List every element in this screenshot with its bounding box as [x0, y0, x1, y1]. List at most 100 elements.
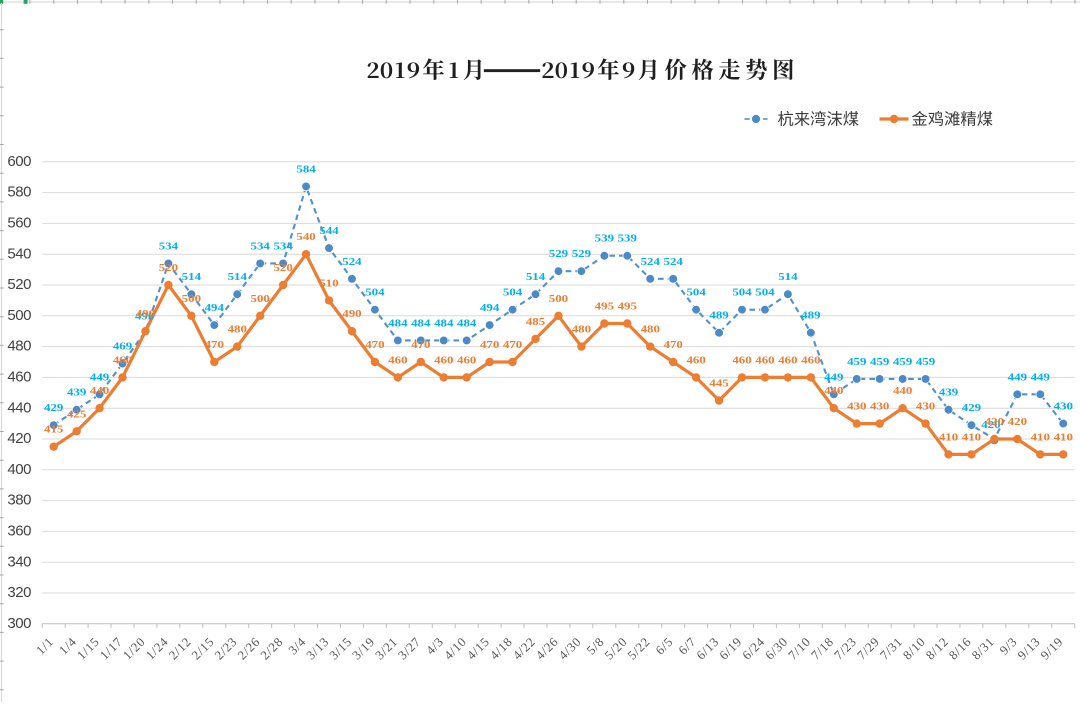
svg-text:495: 495 — [595, 301, 615, 312]
svg-text:500: 500 — [182, 293, 202, 304]
svg-text:430: 430 — [870, 401, 890, 412]
svg-text:470: 470 — [411, 339, 431, 350]
svg-text:580: 580 — [7, 184, 31, 201]
svg-text:470: 470 — [205, 339, 225, 350]
svg-text:504: 504 — [365, 287, 385, 298]
svg-text:429: 429 — [44, 402, 64, 413]
svg-text:470: 470 — [365, 339, 385, 350]
svg-text:584: 584 — [296, 164, 316, 175]
svg-text:449: 449 — [90, 371, 110, 382]
svg-text:400: 400 — [7, 461, 31, 478]
svg-text:524: 524 — [663, 256, 683, 267]
svg-text:410: 410 — [939, 432, 959, 443]
svg-text:489: 489 — [801, 310, 821, 321]
svg-text:430: 430 — [1054, 401, 1074, 412]
svg-text:480: 480 — [641, 324, 661, 335]
svg-text:484: 484 — [434, 318, 454, 329]
svg-text:510: 510 — [319, 278, 339, 289]
svg-text:480: 480 — [228, 324, 248, 335]
svg-text:520: 520 — [7, 276, 31, 293]
svg-text:420: 420 — [981, 419, 1001, 430]
svg-text:410: 410 — [1031, 432, 1051, 443]
svg-text:415: 415 — [44, 424, 64, 435]
svg-text:440: 440 — [90, 385, 110, 396]
svg-text:460: 460 — [7, 369, 31, 386]
svg-text:470: 470 — [663, 339, 683, 350]
svg-text:459: 459 — [916, 356, 936, 367]
svg-text:410: 410 — [1054, 432, 1074, 443]
svg-text:420: 420 — [985, 416, 1005, 427]
svg-text:514: 514 — [526, 271, 546, 282]
svg-text:429: 429 — [962, 402, 982, 413]
svg-text:445: 445 — [709, 378, 729, 389]
svg-text:490: 490 — [135, 311, 155, 322]
svg-text:449: 449 — [824, 371, 844, 382]
svg-text:484: 484 — [457, 318, 477, 329]
svg-text:480: 480 — [572, 324, 592, 335]
svg-text:494: 494 — [480, 302, 500, 313]
svg-text:460: 460 — [732, 355, 752, 366]
svg-text:500: 500 — [549, 293, 569, 304]
svg-text:490: 490 — [342, 308, 362, 319]
svg-text:484: 484 — [388, 318, 408, 329]
svg-text:439: 439 — [939, 387, 959, 398]
svg-text:500: 500 — [7, 307, 31, 324]
svg-text:600: 600 — [7, 153, 31, 170]
svg-text:489: 489 — [709, 310, 729, 321]
svg-text:300: 300 — [7, 615, 31, 632]
svg-text:529: 529 — [572, 248, 592, 259]
svg-text:560: 560 — [7, 215, 31, 232]
svg-text:504: 504 — [503, 287, 523, 298]
svg-text:524: 524 — [342, 256, 362, 267]
svg-text:410: 410 — [962, 432, 982, 443]
svg-text:534: 534 — [250, 241, 270, 252]
svg-text:440: 440 — [893, 385, 913, 396]
svg-text:460: 460 — [801, 355, 821, 366]
svg-text:504: 504 — [686, 287, 706, 298]
svg-text:494: 494 — [205, 302, 225, 313]
svg-text:500: 500 — [250, 293, 270, 304]
svg-text:529: 529 — [549, 248, 569, 259]
svg-text:340: 340 — [7, 553, 31, 570]
svg-text:514: 514 — [778, 271, 798, 282]
svg-text:440: 440 — [7, 399, 31, 416]
svg-text:425: 425 — [67, 408, 87, 419]
svg-text:449: 449 — [1031, 371, 1051, 382]
svg-text:539: 539 — [618, 233, 638, 244]
svg-text:534: 534 — [159, 241, 179, 252]
svg-text:504: 504 — [732, 287, 752, 298]
svg-text:540: 540 — [7, 245, 31, 262]
svg-text:320: 320 — [7, 584, 31, 601]
svg-text:420: 420 — [7, 430, 31, 447]
svg-text:534: 534 — [273, 241, 293, 252]
svg-text:540: 540 — [296, 231, 316, 242]
svg-text:460: 460 — [755, 355, 775, 366]
svg-text:430: 430 — [847, 401, 867, 412]
svg-text:460: 460 — [434, 355, 454, 366]
svg-text:460: 460 — [686, 355, 706, 366]
svg-text:460: 460 — [113, 355, 133, 366]
svg-text:469: 469 — [113, 341, 133, 352]
svg-text:539: 539 — [595, 233, 615, 244]
svg-text:460: 460 — [457, 355, 477, 366]
svg-text:459: 459 — [847, 356, 867, 367]
svg-text:544: 544 — [319, 225, 339, 236]
svg-text:470: 470 — [480, 339, 500, 350]
svg-text:460: 460 — [388, 355, 408, 366]
svg-text:490: 490 — [136, 308, 156, 319]
svg-text:520: 520 — [159, 262, 179, 273]
svg-text:420: 420 — [1008, 416, 1028, 427]
svg-text:524: 524 — [641, 256, 661, 267]
svg-text:484: 484 — [411, 318, 431, 329]
svg-text:459: 459 — [870, 356, 890, 367]
svg-text:520: 520 — [273, 262, 293, 273]
svg-text:460: 460 — [778, 355, 798, 366]
svg-text:449: 449 — [1008, 371, 1028, 382]
svg-text:439: 439 — [67, 387, 87, 398]
svg-text:504: 504 — [755, 287, 775, 298]
svg-text:514: 514 — [182, 271, 202, 282]
svg-text:360: 360 — [7, 523, 31, 540]
svg-text:459: 459 — [893, 356, 913, 367]
svg-text:380: 380 — [7, 492, 31, 509]
svg-text:495: 495 — [618, 301, 638, 312]
